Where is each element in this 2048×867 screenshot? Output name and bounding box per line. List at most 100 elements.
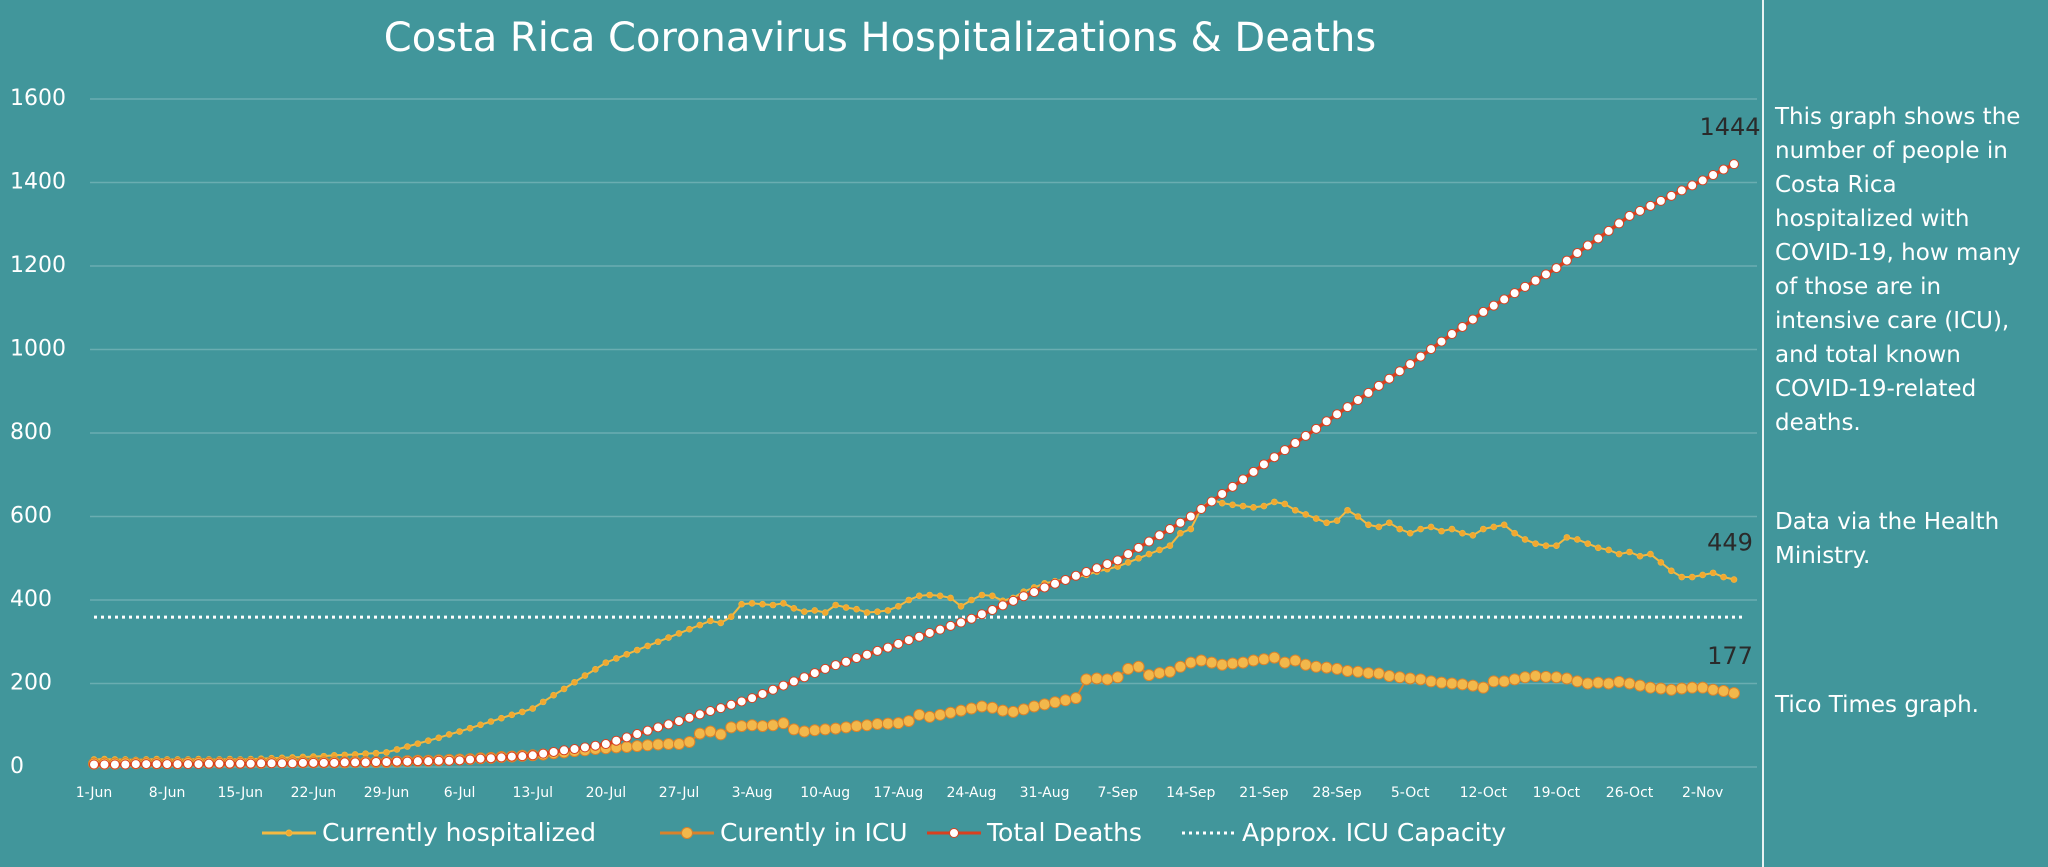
data-point [923, 710, 936, 723]
data-point [245, 758, 256, 769]
data-point [997, 600, 1008, 611]
data-point [600, 739, 611, 750]
data-point [1477, 681, 1490, 694]
y-tick-label: 1400 [10, 170, 66, 195]
data-point [1479, 525, 1487, 533]
data-point [641, 739, 654, 752]
data-point [183, 759, 194, 770]
data-point [1385, 519, 1393, 527]
x-tick-label: 21-Sep [1239, 785, 1288, 801]
data-point [777, 717, 790, 730]
side-note: Tico Times graph. [1775, 692, 1979, 718]
data-point [944, 706, 957, 719]
series-line [94, 162, 1735, 767]
data-point [130, 759, 141, 770]
legend-swatch [285, 829, 293, 837]
data-point [780, 600, 787, 607]
data-point [1060, 574, 1071, 585]
data-point [1143, 669, 1156, 682]
data-point [1038, 698, 1051, 711]
data-point [1551, 263, 1562, 274]
data-point [1227, 481, 1238, 492]
data-point [1302, 511, 1310, 518]
data-point [1226, 657, 1239, 670]
data-point [1123, 549, 1134, 560]
data-point [672, 738, 685, 751]
data-point [1258, 459, 1269, 470]
data-point [675, 630, 683, 637]
data-point [652, 738, 665, 751]
data-point [1729, 159, 1739, 170]
data-point [694, 709, 705, 720]
data-point [1539, 670, 1552, 683]
legend-swatch [681, 827, 693, 839]
data-point [727, 613, 735, 621]
data-point [517, 751, 528, 762]
data-point [1499, 294, 1510, 305]
data-point [612, 655, 620, 662]
data-point [1352, 395, 1363, 406]
data-point [1291, 506, 1299, 514]
data-point [1500, 521, 1508, 529]
data-point [1446, 329, 1457, 340]
data-point [1091, 563, 1102, 574]
data-point [1405, 359, 1416, 370]
data-point [498, 714, 505, 722]
data-point [99, 759, 110, 770]
data-point [1300, 430, 1311, 441]
data-point [1049, 696, 1062, 709]
data-point [1478, 306, 1489, 317]
data-point [1633, 679, 1646, 692]
data-point [840, 721, 853, 734]
data-point [214, 758, 225, 769]
data-point [1550, 671, 1563, 684]
y-tick-label: 0 [10, 754, 24, 779]
data-point [1112, 555, 1123, 566]
data-point [1321, 416, 1332, 427]
data-point [895, 602, 902, 610]
data-point [1488, 300, 1499, 311]
side-note: Data via the Health Ministry. [1775, 509, 2000, 569]
data-point [1425, 675, 1438, 688]
data-point [1665, 683, 1678, 696]
data-point [1059, 694, 1072, 707]
data-point [1511, 529, 1518, 537]
data-point [966, 613, 977, 624]
data-point [203, 758, 214, 769]
data-point [433, 755, 444, 766]
data-point [759, 600, 766, 608]
y-tick-label: 400 [10, 587, 52, 612]
data-point [141, 759, 152, 770]
data-point [1469, 531, 1477, 539]
data-point [1101, 673, 1114, 686]
data-point [1145, 550, 1153, 558]
y-tick-label: 200 [10, 671, 52, 696]
x-tick-label: 28-Sep [1312, 785, 1361, 801]
data-point [955, 704, 968, 717]
data-point [266, 758, 277, 769]
data-point [905, 596, 913, 604]
data-point [757, 688, 768, 699]
data-point [851, 653, 862, 664]
data-point [1383, 669, 1396, 682]
data-point [1269, 452, 1280, 463]
data-point [1709, 569, 1717, 577]
data-point [1519, 671, 1532, 684]
data-point [1050, 578, 1061, 589]
data-point [707, 617, 714, 625]
data-point [1278, 656, 1291, 669]
data-point [821, 609, 829, 616]
x-tick-label: 17-Aug [873, 785, 923, 801]
data-point [581, 672, 589, 679]
data-point [590, 740, 601, 751]
x-tick-label: 5-Oct [1391, 785, 1430, 801]
data-point [1018, 591, 1029, 602]
data-point [975, 700, 988, 713]
data-point [850, 720, 863, 733]
data-point [1561, 255, 1572, 266]
data-point [715, 703, 726, 714]
data-point [853, 605, 860, 613]
data-point [1238, 474, 1249, 485]
x-tick-label: 19-Oct [1533, 785, 1581, 801]
